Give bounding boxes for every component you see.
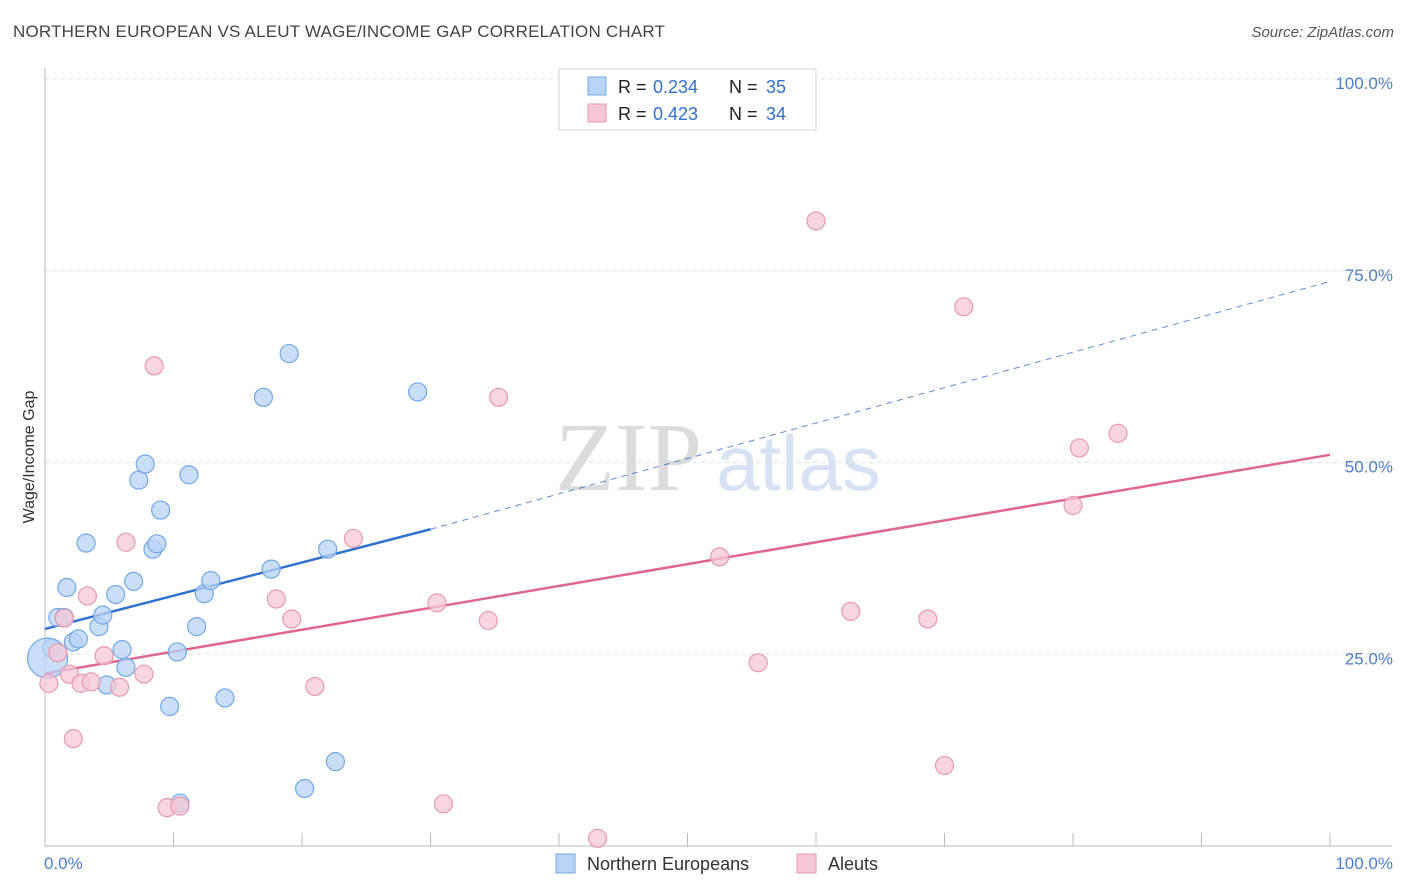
point-aleuts [806, 211, 826, 231]
point-aleuts [109, 677, 130, 697]
point-northern-europeans [294, 778, 315, 799]
point-northern-europeans [408, 382, 428, 402]
point-aleuts [427, 593, 447, 613]
y-tick-label-100: 100.0% [1335, 74, 1393, 93]
point-northern-europeans [215, 688, 235, 708]
point-aleuts [748, 653, 768, 673]
point-aleuts [433, 794, 453, 814]
series-legend-label-northern-europeans[interactable]: Northern Europeans [587, 854, 749, 874]
point-northern-europeans [68, 629, 89, 649]
x-tick-label-0: 0.0% [44, 854, 83, 873]
point-aleuts [54, 608, 74, 628]
point-aleuts [63, 729, 83, 749]
point-aleuts [1063, 495, 1083, 516]
gridlines [45, 78, 1392, 655]
point-northern-europeans [135, 454, 155, 474]
y-axis-label: Wage/Income Gap [21, 391, 38, 524]
x-ticks [173, 833, 1331, 846]
trend-line-northern-europeans-extension [430, 281, 1331, 530]
legend-r-value-1: 0.423 [653, 104, 698, 124]
legend-n-value-1: 34 [766, 104, 786, 124]
point-northern-europeans [106, 584, 126, 605]
source-label: Source: ZipAtlas.com [1251, 24, 1394, 41]
axes [44, 68, 1392, 847]
point-aleuts [48, 643, 68, 663]
point-aleuts [266, 589, 286, 609]
legend-n-label-0: N = [729, 77, 758, 97]
point-northern-europeans [151, 500, 171, 520]
point-northern-europeans [187, 617, 207, 637]
series-legend-label-aleuts[interactable]: Aleuts [828, 854, 878, 874]
point-aleuts [710, 547, 730, 567]
point-northern-europeans [147, 534, 167, 554]
point-northern-europeans [129, 470, 149, 490]
series-legend: Northern Europeans Aleuts [555, 853, 878, 874]
point-aleuts [77, 586, 98, 606]
legend-n-value-0: 35 [766, 77, 786, 97]
legend-r-label-0: R = [618, 77, 647, 97]
point-northern-europeans [253, 387, 274, 407]
point-aleuts [144, 356, 164, 376]
point-aleuts [478, 610, 498, 631]
data-points [26, 211, 1128, 848]
stats-legend: R = 0.234 N = 35 R = 0.423 N = 34 [558, 68, 817, 131]
chart-title: NORTHERN EUROPEAN VS ALEUT WAGE/INCOME G… [13, 22, 666, 41]
watermark-zip: ZIP [555, 404, 702, 512]
point-northern-europeans [318, 539, 338, 559]
point-northern-europeans [76, 533, 96, 553]
x-tick-label-100: 100.0% [1335, 854, 1393, 873]
point-aleuts [39, 673, 59, 693]
point-aleuts [116, 532, 136, 552]
legend-r-label-1: R = [618, 104, 647, 124]
point-northern-europeans [124, 571, 144, 591]
point-aleuts [170, 796, 190, 816]
point-northern-europeans [116, 657, 136, 677]
point-northern-europeans [179, 465, 199, 485]
point-aleuts [305, 676, 325, 697]
point-aleuts [918, 609, 938, 629]
point-aleuts [81, 672, 101, 692]
legend-n-label-1: N = [729, 104, 758, 124]
trend-line-aleuts [44, 453, 1331, 675]
point-aleuts [134, 664, 154, 684]
point-northern-europeans [160, 696, 180, 717]
point-aleuts [841, 601, 861, 621]
series-legend-swatch-aleuts[interactable] [796, 853, 817, 874]
point-northern-europeans [261, 559, 281, 579]
point-northern-europeans [167, 642, 187, 662]
point-northern-europeans [325, 752, 346, 772]
point-aleuts [94, 646, 114, 666]
point-aleuts [282, 609, 302, 629]
y-tick-label-75: 75.0% [1345, 266, 1393, 285]
point-northern-europeans [93, 605, 113, 625]
point-northern-europeans [279, 343, 299, 364]
point-aleuts [954, 297, 974, 317]
point-northern-europeans [201, 571, 221, 591]
point-aleuts [343, 528, 363, 549]
point-aleuts [1108, 423, 1128, 443]
point-aleuts [587, 828, 608, 848]
point-northern-europeans [57, 577, 77, 598]
point-aleuts [934, 755, 955, 776]
y-tick-label-25: 25.0% [1345, 649, 1393, 668]
point-aleuts [1069, 438, 1090, 458]
point-aleuts [489, 387, 509, 407]
y-tick-labels: 25.0% 50.0% 75.0% 100.0% [1335, 74, 1393, 668]
legend-swatch-blue [587, 76, 607, 96]
point-northern-europeans [112, 640, 132, 660]
legend-swatch-pink [587, 103, 607, 123]
legend-r-value-0: 0.234 [653, 77, 698, 97]
y-tick-label-50: 50.0% [1345, 458, 1393, 477]
series-legend-swatch-northern-europeans[interactable] [555, 853, 576, 874]
